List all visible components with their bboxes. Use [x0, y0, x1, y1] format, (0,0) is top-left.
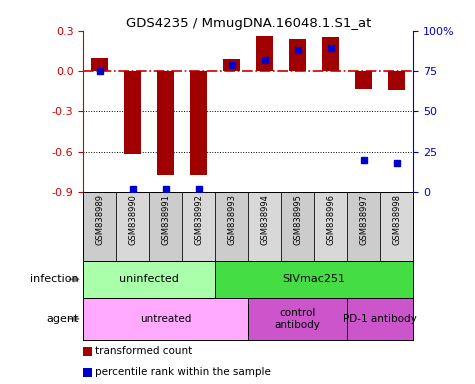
- Text: infection: infection: [30, 274, 78, 285]
- Bar: [116, 192, 149, 261]
- Bar: [380, 192, 413, 261]
- Text: percentile rank within the sample: percentile rank within the sample: [95, 367, 271, 377]
- Text: GSM838998: GSM838998: [392, 194, 401, 245]
- Text: GSM838991: GSM838991: [161, 194, 170, 245]
- Bar: [314, 192, 347, 261]
- Bar: [215, 261, 413, 298]
- Bar: [281, 192, 314, 261]
- Text: GSM838992: GSM838992: [194, 194, 203, 245]
- Text: GSM838997: GSM838997: [359, 194, 368, 245]
- Bar: [289, 39, 306, 71]
- Title: GDS4235 / MmugDNA.16048.1.S1_at: GDS4235 / MmugDNA.16048.1.S1_at: [125, 17, 371, 30]
- Bar: [248, 192, 281, 261]
- Bar: [347, 298, 413, 340]
- Bar: [256, 36, 273, 71]
- Bar: [83, 298, 248, 340]
- Bar: [215, 192, 248, 261]
- Text: GSM838996: GSM838996: [326, 194, 335, 245]
- Text: SIVmac251: SIVmac251: [283, 274, 346, 285]
- Text: GSM838995: GSM838995: [293, 194, 302, 245]
- Bar: [190, 71, 207, 174]
- Bar: [223, 59, 240, 71]
- Bar: [83, 261, 215, 298]
- Text: control
antibody: control antibody: [275, 308, 321, 329]
- Text: GSM838989: GSM838989: [95, 194, 104, 245]
- Text: untreated: untreated: [140, 314, 191, 324]
- Text: GSM838990: GSM838990: [128, 194, 137, 245]
- Text: GSM838993: GSM838993: [227, 194, 236, 245]
- Text: transformed count: transformed count: [95, 346, 193, 356]
- Bar: [124, 71, 141, 154]
- Bar: [347, 192, 380, 261]
- Bar: [248, 298, 347, 340]
- Bar: [182, 192, 215, 261]
- Bar: [83, 192, 116, 261]
- Text: agent: agent: [46, 314, 78, 324]
- Text: PD-1 antibody: PD-1 antibody: [343, 314, 417, 324]
- Bar: [389, 71, 405, 90]
- Bar: [355, 71, 372, 88]
- Text: GSM838994: GSM838994: [260, 194, 269, 245]
- Bar: [91, 58, 108, 71]
- Bar: [149, 192, 182, 261]
- Bar: [157, 71, 174, 174]
- Bar: [323, 37, 339, 71]
- Text: uninfected: uninfected: [119, 274, 179, 285]
